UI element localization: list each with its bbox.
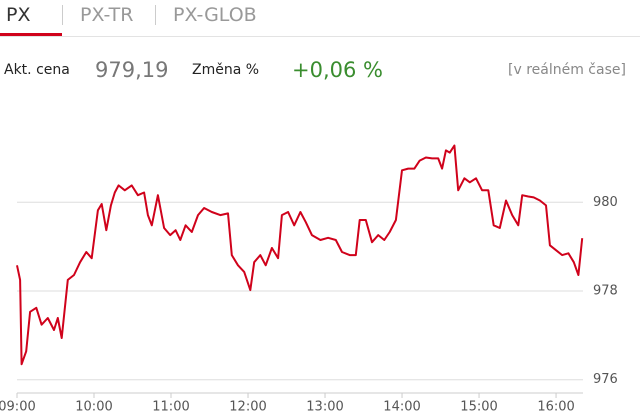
x-tick-label: 12:00	[229, 400, 266, 415]
price-label: Akt. cena	[4, 62, 70, 78]
tab[interactable]: PX	[6, 4, 31, 26]
tab-bar: PX PX-TR PX-GLOB	[0, 0, 640, 37]
tab-underline	[0, 33, 62, 36]
x-tick-label: 13:00	[306, 400, 343, 415]
x-tick-label: 15:00	[460, 400, 497, 415]
realtime-note: [v reálném čase]	[508, 62, 626, 78]
change: +0,06 %	[292, 58, 383, 82]
tab[interactable]: PX-GLOB	[173, 4, 257, 26]
x-tick-label: 16:00	[537, 400, 574, 415]
x-tick-label: 10:00	[75, 400, 112, 415]
price-line	[16, 144, 584, 366]
price: 979,19	[95, 58, 169, 82]
x-tick-label: 11:00	[152, 400, 189, 415]
tab[interactable]: PX-TR	[80, 4, 134, 26]
separator	[62, 5, 63, 25]
y-tick-label: 980	[593, 195, 618, 210]
x-tick-label: 09:00	[0, 400, 36, 415]
y-tick-label: 976	[593, 372, 618, 387]
change-label: Změna %	[192, 62, 260, 78]
separator	[155, 5, 156, 25]
x-tick-label: 14:00	[383, 400, 420, 415]
y-tick-label: 978	[593, 283, 618, 298]
